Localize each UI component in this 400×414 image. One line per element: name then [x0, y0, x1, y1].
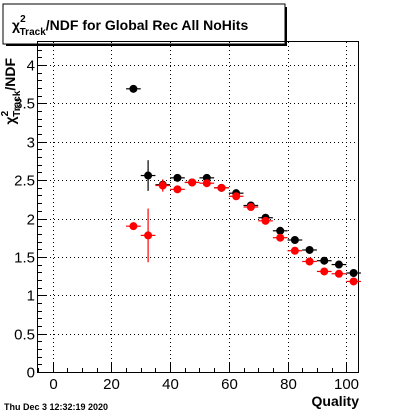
data-point — [232, 192, 241, 201]
data-point — [173, 173, 182, 182]
y-axis-label: χ2Track/NDF — [0, 58, 23, 125]
data-point — [129, 84, 138, 93]
plot-frame — [37, 41, 359, 373]
grid — [38, 42, 358, 372]
y-tick-label: 0.5 — [14, 327, 35, 344]
x-tick-label: 60 — [221, 376, 238, 393]
data-point — [188, 178, 197, 187]
data-point — [305, 245, 314, 254]
x-tick-label: 40 — [162, 376, 179, 393]
y-tick-label: 1 — [27, 288, 35, 305]
y-tick-label: 1.5 — [14, 250, 35, 267]
y-tick-label: 3.5 — [14, 96, 35, 113]
data-point — [334, 260, 343, 269]
data-point — [202, 179, 211, 188]
y-tick-label: 2.5 — [14, 173, 35, 190]
data-point — [144, 171, 153, 180]
data-point — [290, 246, 299, 255]
data-point — [144, 231, 153, 240]
series-0 — [126, 84, 361, 277]
data-point — [158, 181, 167, 190]
data-point — [261, 216, 270, 225]
chart-title: χ2 Track/NDF for Global Rec All NoHits — [12, 14, 248, 38]
y-tick-label: 3 — [27, 135, 35, 152]
x-tick-label: 100 — [334, 376, 359, 393]
data-point — [305, 257, 314, 266]
data-points — [126, 84, 361, 286]
y-tick-label: 2 — [27, 212, 35, 229]
data-point — [173, 185, 182, 194]
x-tick-label: 80 — [280, 376, 297, 393]
data-point — [320, 256, 329, 265]
data-point — [246, 203, 255, 211]
data-point — [290, 236, 299, 244]
data-point — [349, 269, 358, 277]
data-point — [217, 183, 226, 192]
data-point — [334, 269, 343, 278]
x-axis-label: Quality — [312, 393, 360, 409]
series-1 — [126, 178, 361, 286]
y-tick-label: 4 — [27, 58, 35, 75]
axis-ticks: 00.511.522.533.540 20 40 60 80 100 — [14, 50, 359, 393]
title-box: χ2 Track/NDF for Global Rec All NoHits — [2, 3, 287, 46]
data-point — [276, 233, 285, 242]
x-tick-label: 20 — [103, 376, 120, 393]
data-point — [129, 222, 138, 231]
data-point — [276, 226, 285, 235]
timestamp: Thu Dec 3 12:32:19 2020 — [4, 402, 108, 412]
data-point — [349, 277, 358, 286]
y-tick-label: 0 — [27, 365, 35, 382]
x-tick-label: 0 — [49, 376, 57, 393]
data-point — [320, 267, 329, 276]
